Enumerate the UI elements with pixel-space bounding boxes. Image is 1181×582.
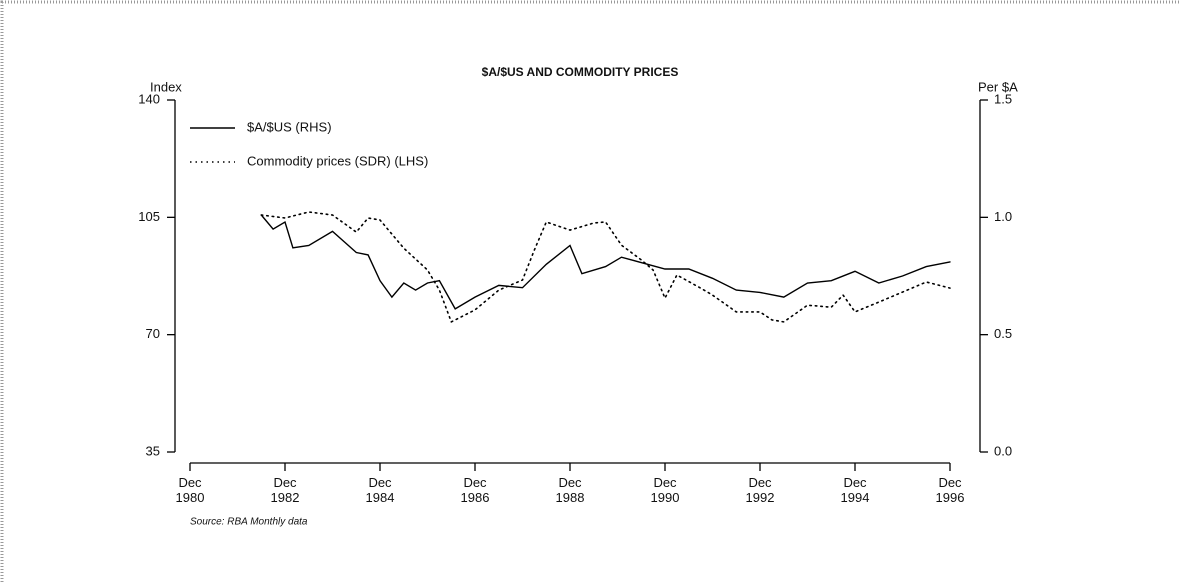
x-tick-label: Dec 1986 xyxy=(461,475,490,505)
line-series xyxy=(260,214,951,310)
y-tick-label: 140 xyxy=(138,91,160,106)
y2-tick-label: 1.5 xyxy=(994,91,1012,106)
x-tick-label: Dec 1982 xyxy=(271,475,300,505)
y2-tick-label: 0.0 xyxy=(994,443,1012,458)
x-tick-label: Dec 1992 xyxy=(746,475,775,505)
y-tick-label: 70 xyxy=(146,326,160,341)
y2-tick-label: 1.0 xyxy=(994,209,1012,224)
x-tick-label: Dec 1990 xyxy=(651,475,680,505)
x-tick-label: Dec 1980 xyxy=(176,475,205,505)
y-tick-label: 35 xyxy=(146,443,160,458)
source: Source: RBA Monthly data xyxy=(190,517,308,528)
x-tick-label: Dec 1984 xyxy=(366,475,395,505)
y-tick-label: 105 xyxy=(138,209,160,224)
y2-axis-label: Per $A xyxy=(978,79,1018,94)
x-tick-label: Dec 1988 xyxy=(556,475,585,505)
y2-tick-label: 0.5 xyxy=(994,326,1012,341)
y-axis-label: Index xyxy=(150,79,182,94)
legend-label: Commodity prices (SDR) (LHS) xyxy=(247,153,428,168)
x-tick-label: Dec 1994 xyxy=(841,475,870,505)
line-series xyxy=(260,211,951,324)
legend-label: $A/$US (RHS) xyxy=(247,119,332,134)
x-tick-label: Dec 1996 xyxy=(936,475,965,505)
chart-title: $A/$US AND COMMODITY PRICES xyxy=(482,65,679,79)
